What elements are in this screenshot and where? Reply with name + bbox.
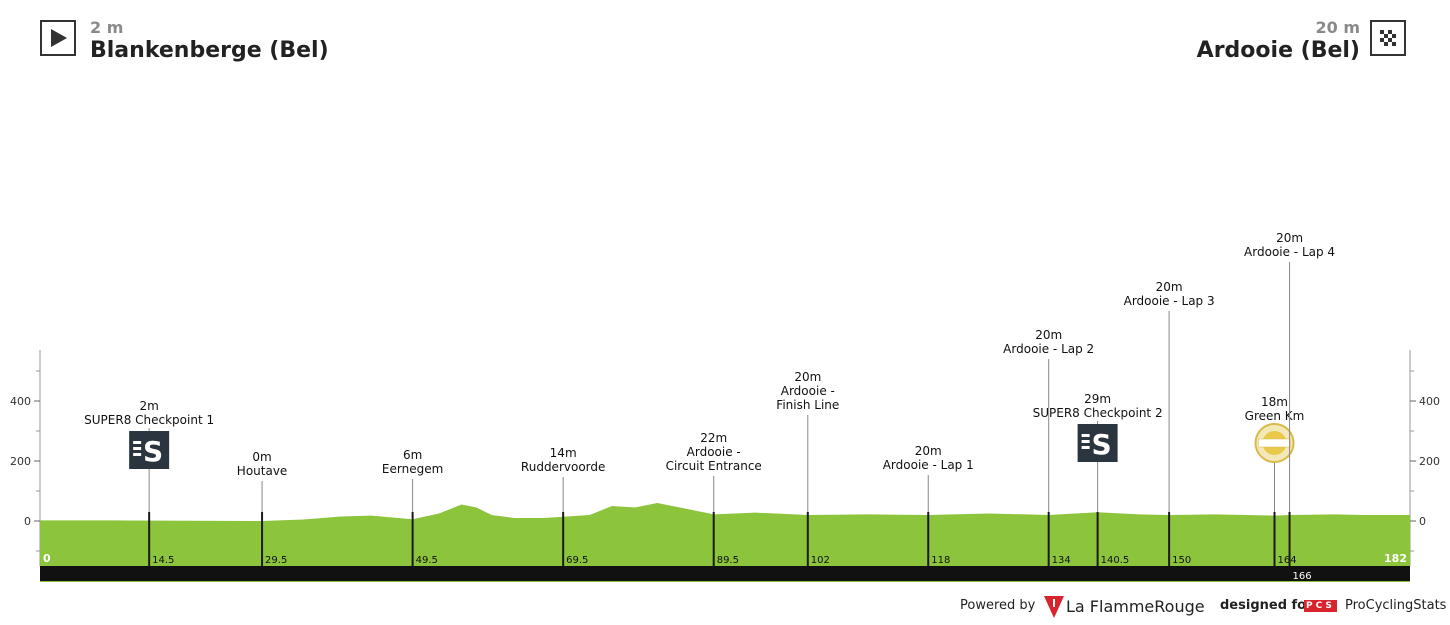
checker-square — [1388, 38, 1392, 42]
sprint-icon-stripe — [1081, 434, 1090, 437]
checker-square — [1380, 30, 1384, 34]
left-y-tick-label: 0 — [24, 515, 31, 528]
point-name: Ardooie - Lap 3 — [1124, 294, 1215, 308]
point-altitude: 20m — [1276, 231, 1303, 245]
point-altitude: 20m — [1156, 280, 1183, 294]
finish-location: Ardooie (Bel) — [1196, 38, 1360, 63]
sprint-icon-stripe — [133, 453, 142, 456]
point-altitude: 2m — [139, 399, 158, 413]
checker-square — [1384, 42, 1388, 46]
point-name: Ruddervoorde — [521, 460, 605, 474]
flamme-rouge-logo-icon — [1044, 596, 1064, 622]
start-location: Blankenberge (Bel) — [90, 38, 329, 63]
point-km-label: 49.5 — [416, 555, 438, 566]
flamme-rouge-brand: La FlammeRouge — [1066, 597, 1205, 616]
km-166-box — [1289, 566, 1312, 581]
point-name: Eernegem — [382, 462, 443, 476]
elevation-area — [40, 503, 1410, 566]
play-icon — [40, 20, 76, 56]
checkered-flag-icon — [1370, 20, 1406, 56]
point-name: Ardooie - — [687, 445, 741, 459]
left-y-tick-label: 400 — [10, 395, 31, 408]
point-name: Finish Line — [776, 398, 839, 412]
point-name: Circuit Entrance — [666, 459, 762, 473]
point-altitude: 14m — [550, 446, 577, 460]
point-km-label: 89.5 — [717, 555, 739, 566]
powered-by-text: Powered by — [960, 598, 1036, 613]
checker-square — [1384, 34, 1388, 38]
finish-altitude: 20 m — [1315, 18, 1360, 37]
sprint-s-icon: S — [129, 431, 170, 469]
point-km-label: 150 — [1172, 555, 1191, 566]
right-y-tick-label: 0 — [1419, 515, 1426, 528]
km-end-label: 182 — [1384, 552, 1407, 565]
sprint-icon-stripe — [1081, 446, 1090, 449]
sprint-s-icon: S — [1077, 424, 1118, 462]
point-km-label: 102 — [811, 555, 830, 566]
point-altitude: 29m — [1084, 392, 1111, 406]
pcs-logo-badge: PCS — [1304, 600, 1337, 612]
badge-banner — [1258, 438, 1291, 448]
golden-km-badge-icon — [1254, 423, 1295, 463]
point-name: Ardooie - Lap 4 — [1244, 245, 1335, 259]
point-km-label: 134 — [1052, 555, 1071, 566]
sprint-icon-letter: S — [143, 435, 163, 468]
sprint-icon-stripe — [133, 441, 142, 444]
point-altitude: 20m — [1035, 328, 1062, 342]
checker-square — [1392, 34, 1396, 38]
point-altitude: 6m — [403, 448, 422, 462]
checker-square — [1392, 42, 1396, 46]
point-name: SUPER8 Checkpoint 1 — [84, 413, 214, 427]
procyclingstats-brand: ProCyclingStats — [1345, 598, 1447, 613]
point-name: Houtave — [237, 464, 288, 478]
point-altitude: 0m — [252, 450, 271, 464]
designed-for-text: designed for — [1220, 598, 1313, 613]
sprint-icon-letter: S — [1092, 428, 1112, 461]
start-altitude: 2 m — [90, 18, 124, 37]
distance-baseline-bar — [40, 566, 1410, 581]
point-km-label: 118 — [931, 555, 950, 566]
sprint-icon-stripe — [133, 447, 142, 450]
point-altitude: 22m — [700, 431, 727, 445]
finish-header: 20 m Ardooie (Bel) — [1197, 18, 1360, 64]
point-name: Ardooie - Lap 2 — [1003, 342, 1094, 356]
point-km-label: 69.5 — [566, 555, 588, 566]
point-name: Ardooie - — [781, 384, 835, 398]
point-name: SUPER8 Checkpoint 2 — [1033, 406, 1163, 420]
point-km-label: 29.5 — [265, 555, 287, 566]
right-y-tick-label: 400 — [1419, 395, 1440, 408]
point-km-label: 14.5 — [152, 555, 174, 566]
km-start-label: 0 — [43, 552, 51, 565]
baseline-bottom-edge — [40, 581, 1410, 582]
point-km-label: 164 — [1278, 555, 1297, 566]
start-header: 2 m Blankenberge (Bel) — [90, 18, 329, 64]
checker-square — [1388, 30, 1392, 34]
point-name: Ardooie - Lap 1 — [883, 458, 974, 472]
left-y-tick-label: 200 — [10, 455, 31, 468]
point-altitude: 18m — [1261, 395, 1288, 409]
point-km-label: 140.5 — [1101, 555, 1130, 566]
point-altitude: 20m — [915, 444, 942, 458]
right-y-tick-label: 200 — [1419, 455, 1440, 468]
checker-square — [1380, 38, 1384, 42]
point-name: Green Km — [1245, 409, 1305, 423]
point-km-label: 166 — [1293, 571, 1312, 582]
point-altitude: 20m — [794, 370, 821, 384]
sprint-icon-stripe — [1081, 440, 1090, 443]
